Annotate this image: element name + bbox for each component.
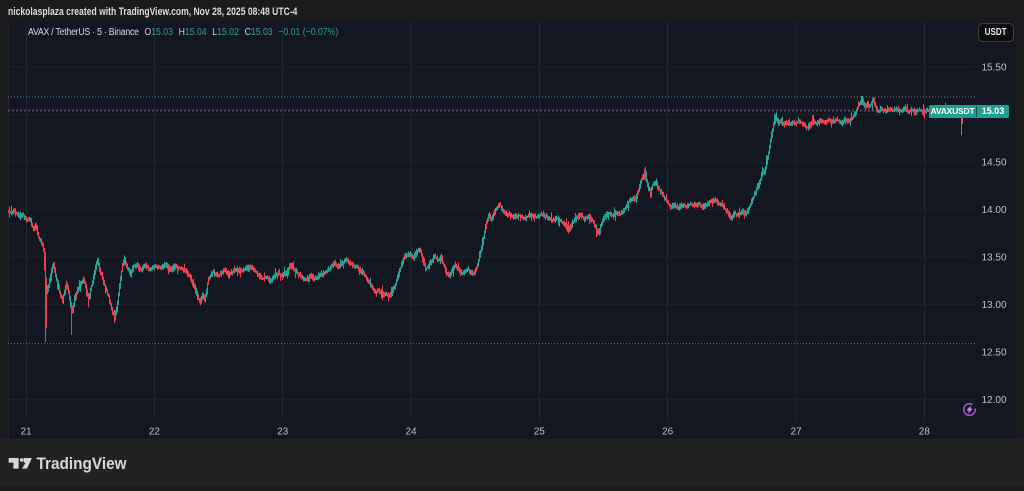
svg-text:24: 24	[405, 427, 417, 438]
svg-text:TradingView: TradingView	[37, 456, 128, 474]
svg-text:21: 21	[20, 427, 32, 438]
svg-text:12.50: 12.50	[981, 348, 1006, 359]
svg-text:14.50: 14.50	[981, 158, 1006, 169]
svg-text:26: 26	[662, 427, 674, 438]
svg-text:13.50: 13.50	[981, 253, 1006, 264]
svg-text:14.00: 14.00	[981, 205, 1006, 216]
svg-text:22: 22	[149, 427, 161, 438]
svg-text:23: 23	[277, 427, 289, 438]
svg-text:28: 28	[919, 427, 931, 438]
svg-text:27: 27	[790, 427, 802, 438]
svg-text:12.00: 12.00	[981, 395, 1006, 406]
svg-text:25: 25	[534, 427, 546, 438]
svg-text:15.50: 15.50	[981, 63, 1006, 74]
svg-text:13.00: 13.00	[981, 300, 1006, 311]
